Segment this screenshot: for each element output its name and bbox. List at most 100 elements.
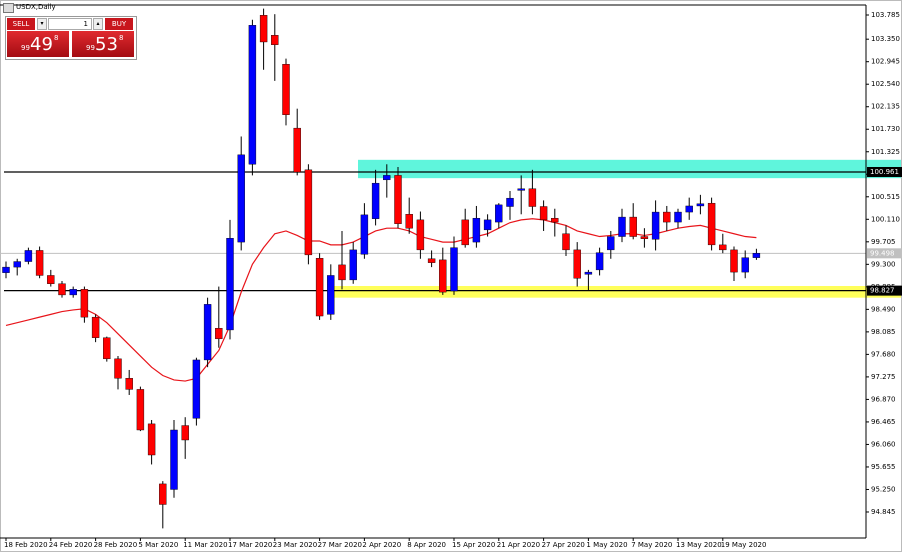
candle-body: [663, 211, 671, 223]
candle-body: [618, 216, 626, 237]
candle-body: [2, 266, 10, 273]
candle-body: [237, 154, 245, 243]
candle-body: [215, 328, 223, 340]
candle-body: [584, 271, 593, 275]
candle-body: [226, 238, 234, 331]
candle-body: [517, 188, 525, 191]
volume-down[interactable]: ▾: [37, 18, 47, 30]
candle-body: [170, 429, 178, 490]
price-prefix: 99: [86, 44, 95, 52]
window-icon: [3, 3, 14, 13]
x-tick-label: 21 Apr 2020: [497, 541, 540, 549]
candle-body: [651, 211, 660, 240]
candle-body: [427, 258, 436, 263]
candle-body: [696, 203, 705, 207]
price-main: 53: [95, 34, 118, 55]
candle-body: [629, 216, 637, 237]
candle-body: [719, 244, 727, 251]
candle-body: [595, 252, 604, 271]
candle-body: [24, 250, 33, 262]
buy-button[interactable]: BUY: [105, 18, 133, 30]
candle-body: [405, 214, 413, 229]
sell-price[interactable]: 99 49 8: [7, 31, 69, 57]
price-box: [867, 166, 902, 177]
y-tick-label: 101.730: [871, 125, 900, 133]
candle-body: [573, 249, 581, 279]
volume-input[interactable]: 1: [48, 18, 92, 30]
y-tick-label: 98.085: [871, 328, 896, 336]
candle-body: [640, 236, 649, 239]
candle-body: [293, 127, 301, 173]
candle-body: [730, 249, 738, 273]
candle-body: [349, 249, 357, 281]
candle-body: [338, 264, 346, 281]
buy-price[interactable]: 99 53 8: [72, 31, 134, 57]
candle-body: [674, 211, 682, 223]
y-tick-label: 97.680: [871, 350, 896, 358]
candle-body: [58, 283, 66, 296]
candle-body: [13, 261, 21, 268]
y-tick-label: 102.945: [871, 58, 900, 66]
candle-body: [685, 205, 693, 213]
candle-body: [259, 15, 268, 43]
candle-body: [181, 425, 189, 441]
candle-body: [136, 389, 145, 431]
candle-body: [327, 275, 335, 315]
price-box: [867, 285, 902, 296]
candle-body: [248, 25, 257, 165]
candle-body: [35, 250, 44, 276]
x-tick-label: 27 Apr 2020: [542, 541, 585, 549]
candle-body: [47, 275, 55, 284]
price-point: 8: [119, 34, 124, 42]
price-point: 8: [54, 34, 59, 42]
y-tick-label: 94.845: [871, 508, 896, 516]
y-tick-label: 97.275: [871, 373, 896, 381]
price-box-label: 100.961: [870, 168, 899, 176]
y-tick-label: 96.465: [871, 418, 896, 426]
y-tick-label: 103.350: [871, 35, 900, 43]
x-tick-label: 24 Feb 2020: [49, 541, 93, 549]
x-tick-label: 7 May 2020: [631, 541, 672, 549]
x-tick-label: 28 Feb 2020: [94, 541, 138, 549]
volume-up[interactable]: ▴: [93, 18, 103, 30]
symbol-title: USDX,Daily: [16, 3, 56, 11]
x-tick-label: 15 Apr 2020: [452, 541, 495, 549]
x-tick-label: 27 Mar 2020: [318, 541, 362, 549]
y-tick-label: 98.490: [871, 305, 896, 313]
x-tick-label: 2 Apr 2020: [362, 541, 401, 549]
candle-body: [360, 214, 369, 255]
candle-body: [483, 219, 492, 231]
candle-body: [69, 289, 77, 296]
y-tick-label: 96.870: [871, 395, 896, 403]
candle-body: [562, 233, 570, 251]
y-tick-label: 95.250: [871, 485, 896, 493]
y-tick-label: 102.135: [871, 103, 900, 111]
candle-body: [461, 219, 469, 246]
candle-body: [495, 204, 503, 223]
x-tick-label: 13 May 2020: [676, 541, 722, 549]
y-tick-label: 96.060: [871, 440, 896, 448]
price-box-label: 98.827: [870, 287, 895, 295]
candle-body: [528, 188, 537, 207]
price-prefix: 99: [21, 44, 30, 52]
x-tick-label: 8 Apr 2020: [407, 541, 446, 549]
candle-body: [203, 304, 212, 361]
candle-body: [192, 359, 201, 419]
candle-body: [472, 217, 481, 243]
y-tick-label: 101.325: [871, 148, 900, 156]
sell-button[interactable]: SELL: [7, 18, 35, 30]
candle-body: [271, 35, 279, 45]
candle-body: [551, 217, 559, 223]
candle-body: [103, 337, 111, 360]
candle-body: [125, 378, 133, 390]
x-tick-label: 17 Mar 2020: [228, 541, 272, 549]
x-tick-label: 23 Mar 2020: [273, 541, 317, 549]
candle-body: [450, 247, 458, 292]
candle-body: [80, 289, 89, 318]
x-tick-label: 5 Mar 2020: [138, 541, 178, 549]
candle-body: [282, 64, 290, 115]
x-tick-label: 19 May 2020: [721, 541, 767, 549]
price-box: [867, 248, 902, 259]
